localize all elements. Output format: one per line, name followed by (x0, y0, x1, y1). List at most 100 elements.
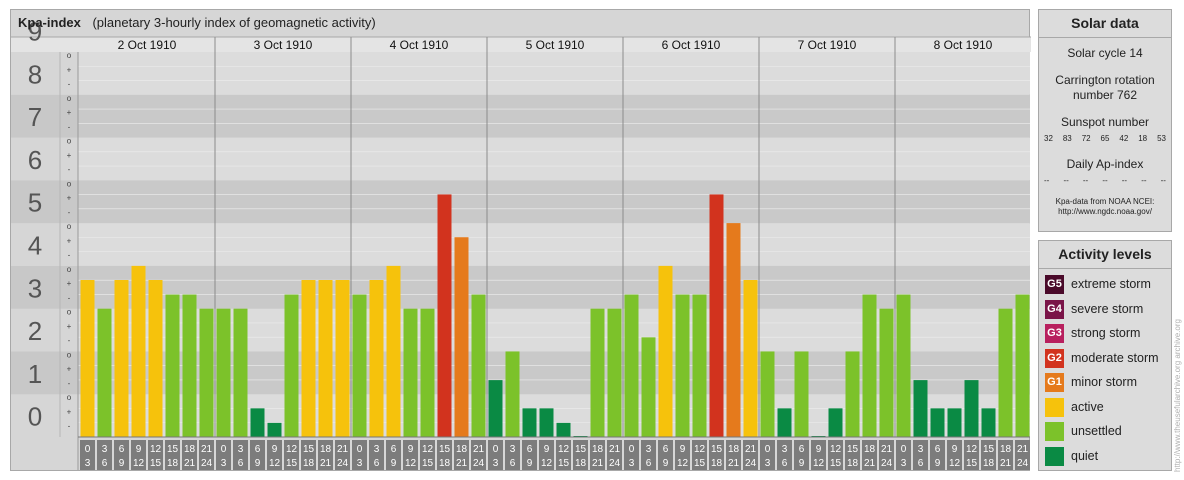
interval-start-label: 0 (493, 444, 499, 455)
interval-label-box (454, 440, 469, 470)
interval-end-label: 12 (405, 458, 417, 469)
legend-label: active (1071, 399, 1104, 414)
interval-end-label: 6 (918, 458, 924, 469)
interval-start-label: 21 (609, 444, 621, 455)
interval-end-label: 21 (1000, 458, 1012, 469)
interval-start-label: 9 (408, 444, 414, 455)
interval-label-box (301, 440, 316, 470)
sunspot-values: 32 83 72 65 42 18 53 (1039, 134, 1171, 143)
y-tick-label: 7 (28, 102, 42, 132)
interval-start-label: 15 (847, 444, 859, 455)
kp-bar (743, 280, 758, 437)
interval-end-label: 3 (85, 458, 91, 469)
interval-label-box (692, 440, 707, 470)
y-sub-tick-label: + (67, 108, 72, 117)
interval-end-label: 9 (663, 458, 669, 469)
legend-label: moderate storm (1071, 350, 1159, 365)
y-tick-label: 3 (28, 273, 42, 303)
interval-label-box (233, 440, 248, 470)
ap-value: -- (1160, 176, 1166, 185)
kp-bar (522, 408, 537, 437)
y-sub-tick-label: o (67, 94, 72, 103)
interval-label-box (573, 440, 588, 470)
interval-start-label: 0 (901, 444, 907, 455)
interval-label-box (930, 440, 945, 470)
interval-label-box (964, 440, 979, 470)
legend-swatch: G5 (1045, 275, 1064, 295)
y-axis-band (11, 223, 78, 266)
y-sub-tick-label: o (67, 179, 72, 188)
interval-end-label: 24 (745, 458, 757, 469)
y-sub-tick-label: + (67, 65, 72, 74)
interval-label-box (131, 440, 146, 470)
interval-label-box (437, 440, 452, 470)
legend-item: G5 extreme storm (1045, 274, 1151, 295)
day-label: 3 Oct 1910 (254, 38, 313, 52)
y-tick-label: 8 (28, 59, 42, 89)
kp-bar (879, 308, 894, 437)
legend-swatch: G2 (1045, 348, 1064, 368)
interval-label-box (471, 440, 486, 470)
chart-subtitle: (planetary 3-hourly index of geomagnetic… (92, 15, 376, 30)
interval-label-box (488, 440, 503, 470)
interval-label-box (335, 440, 350, 470)
interval-label-box (403, 440, 418, 470)
y-sub-tick-label: + (67, 236, 72, 245)
ncei-source-link: http://www.ngdc.noaa.gov/ (1058, 207, 1152, 216)
ap-index-values: -- -- -- -- -- -- -- (1039, 176, 1171, 185)
interval-label-box (369, 440, 384, 470)
y-axis-band (11, 137, 78, 181)
y-sub-tick-label: - (68, 251, 71, 260)
interval-start-label: 12 (830, 444, 842, 455)
activity-levels-title: Activity levels (1039, 241, 1171, 269)
y-sub-tick-label: - (68, 336, 71, 345)
interval-end-label: 21 (864, 458, 876, 469)
ap-value: -- (1121, 176, 1128, 185)
interval-end-label: 15 (558, 458, 570, 469)
interval-end-label: 21 (728, 458, 740, 469)
solar-data-title: Solar data (1039, 10, 1171, 38)
kp-bar (862, 294, 877, 437)
interval-end-label: 9 (119, 458, 125, 469)
interval-start-label: 21 (473, 444, 485, 455)
kp-bar (641, 337, 656, 437)
date-header-band (11, 37, 1031, 52)
interval-label-box (913, 440, 928, 470)
interval-label-box (216, 440, 231, 470)
interval-end-label: 24 (201, 458, 213, 469)
interval-label-box (97, 440, 112, 470)
interval-start-label: 0 (357, 444, 363, 455)
legend-item: G2 moderate storm (1045, 348, 1159, 368)
interval-end-label: 18 (711, 458, 723, 469)
interval-end-label: 3 (357, 458, 363, 469)
legend-item: quiet (1045, 446, 1098, 466)
kp-bar (352, 294, 367, 437)
interval-start-label: 18 (1000, 444, 1012, 455)
kp-bar (624, 294, 639, 437)
legend-label: strong storm (1071, 326, 1141, 340)
kp-bar (777, 408, 792, 437)
kp-bar (845, 351, 860, 437)
y-axis-band (11, 308, 78, 352)
interval-end-label: 24 (1017, 458, 1029, 469)
kp-bar (709, 194, 724, 437)
kp-bar (675, 294, 690, 437)
legend-item: unsettled (1045, 421, 1122, 442)
interval-start-label: 9 (952, 444, 958, 455)
interval-label-box (811, 440, 826, 470)
interval-label-box (420, 440, 435, 470)
interval-end-label: 24 (337, 458, 349, 469)
interval-start-label: 6 (527, 444, 533, 455)
legend-item: G3 strong storm (1045, 323, 1141, 344)
interval-end-label: 18 (439, 458, 451, 469)
interval-start-label: 3 (102, 444, 108, 455)
interval-start-label: 18 (184, 444, 196, 455)
interval-end-label: 21 (184, 458, 196, 469)
interval-label-box (760, 440, 775, 470)
chart-title-row: Kpa-index (planetary 3-hourly index of g… (18, 15, 376, 30)
y-sub-tick-label: + (67, 407, 72, 416)
grid-band (78, 265, 1030, 309)
y-sub-tick-label: + (67, 365, 72, 374)
y-sub-tick-label: o (67, 350, 72, 359)
